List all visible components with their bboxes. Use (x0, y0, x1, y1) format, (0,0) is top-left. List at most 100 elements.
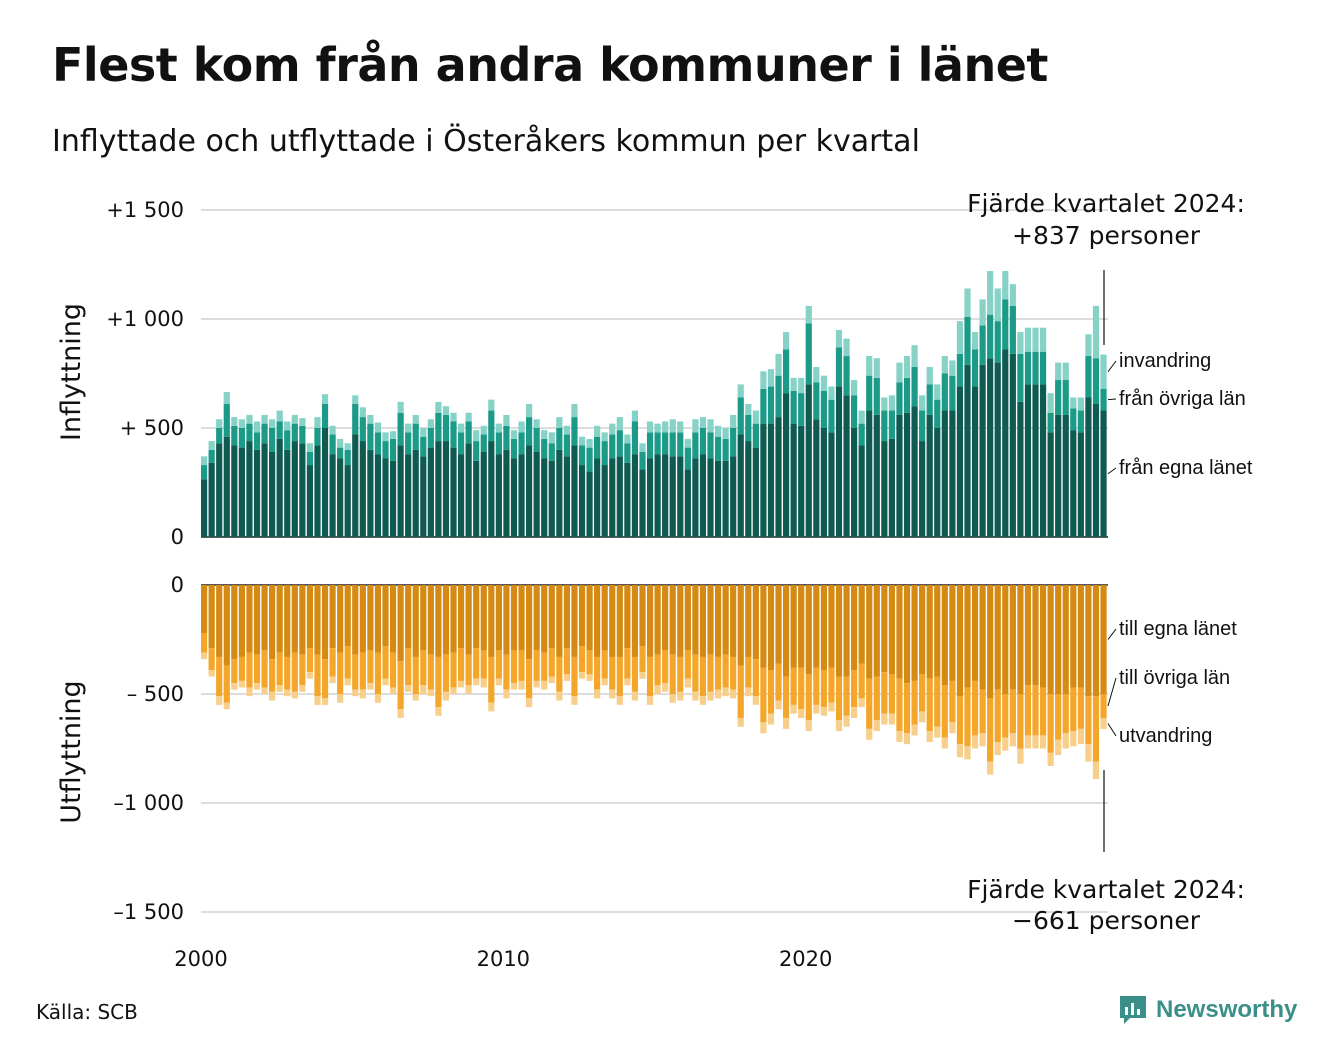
bar-out-own (442, 585, 450, 655)
bar-in-own (654, 454, 661, 537)
bar-out-emig (533, 680, 540, 688)
bar-out-other (782, 676, 790, 718)
bar-in-other (1017, 353, 1024, 402)
bar-out-own (1055, 585, 1062, 694)
bar-out-emig (911, 724, 918, 736)
bar-out-emig (299, 685, 306, 692)
bar-out-other (208, 648, 215, 671)
bar-out-other (495, 650, 502, 679)
bar-out-other (510, 650, 518, 684)
bar-in-own (873, 414, 880, 537)
bar-in-immig (775, 353, 782, 376)
bar-out-emig (344, 678, 351, 686)
bar-in-other (662, 432, 669, 455)
bar-out-own (979, 585, 986, 690)
bar-in-immig (669, 419, 676, 433)
bar-out-other (216, 656, 223, 697)
bar-in-other (843, 356, 850, 396)
bar-in-own (782, 393, 790, 537)
bar-in-own (903, 412, 911, 537)
bar-in-other (1047, 412, 1054, 433)
bar-in-other (246, 423, 253, 442)
bar-out-other (866, 678, 873, 729)
bar-out-emig (389, 687, 397, 694)
bar-in-own (1085, 397, 1092, 537)
bar-in-other (820, 390, 827, 428)
bar-in-own (586, 471, 593, 537)
bar-out-own (329, 585, 336, 649)
bar-in-other (601, 441, 608, 466)
bar-out-emig (556, 691, 563, 701)
bar-in-immig (896, 362, 903, 383)
y-tick-label: +1 000 (106, 307, 184, 331)
bar-in-other (405, 432, 412, 455)
bar-in-other (420, 436, 427, 457)
bar-out-emig (601, 678, 608, 686)
bar-out-emig (866, 728, 873, 740)
bar-in-immig (1055, 362, 1062, 381)
bar-in-immig (518, 421, 525, 433)
bar-in-other (321, 404, 329, 428)
bar-in-immig (321, 394, 329, 405)
bar-out-emig (1009, 733, 1016, 747)
bar-in-other (518, 432, 525, 455)
newsworthy-logo[interactable]: Newsworthy (1118, 994, 1297, 1026)
bar-in-other (352, 404, 359, 435)
bar-out-emig (359, 689, 366, 699)
bar-out-emig (843, 715, 850, 727)
bar-in-own (435, 441, 442, 537)
bar-out-other (699, 656, 707, 697)
bar-out-own (873, 585, 880, 677)
bar-out-own (374, 585, 382, 653)
bar-out-own (714, 585, 722, 657)
bar-out-emig (269, 691, 276, 701)
bar-in-own (767, 423, 775, 537)
bar-in-other (1055, 380, 1062, 415)
bar-in-other (344, 449, 351, 466)
bar-out-emig (956, 744, 964, 758)
bar-out-emig (767, 713, 775, 725)
bar-out-other (201, 632, 208, 653)
bar-out-emig (208, 670, 215, 677)
bar-in-own (442, 441, 450, 537)
bar-out-emig (624, 678, 631, 686)
bar-out-other (631, 656, 639, 692)
bar-out-emig (253, 683, 261, 690)
bar-out-other (677, 656, 684, 692)
bar-out-other (903, 683, 911, 734)
bar-out-own (782, 585, 790, 677)
bar-out-own (382, 585, 389, 647)
bar-out-other (1017, 694, 1024, 749)
annotation-bottom-line2: −661 personer (1012, 906, 1201, 935)
bar-in-other (216, 428, 223, 444)
bar-out-own (594, 585, 601, 657)
bar-in-other (480, 434, 487, 452)
bar-in-other (979, 325, 986, 365)
bar-out-own (465, 585, 472, 655)
bar-in-immig (813, 366, 820, 383)
bar-out-emig (873, 720, 880, 732)
bar-out-own (949, 585, 956, 681)
bar-in-immig (684, 438, 691, 448)
bar-in-immig (495, 423, 502, 433)
bar-in-immig (389, 431, 397, 439)
bar-out-own (722, 585, 729, 655)
bar-in-immig (261, 414, 268, 424)
bar-in-own (594, 458, 601, 537)
bar-in-immig (548, 432, 555, 444)
bar-out-emig (291, 691, 298, 699)
bar-out-own (495, 585, 502, 651)
bar-in-immig (752, 410, 759, 424)
bar-in-immig (692, 419, 699, 433)
y-axis-title-top: Inflyttning (56, 303, 87, 441)
bar-in-immig (790, 377, 797, 391)
bar-out-other (223, 665, 230, 703)
bar-in-own (261, 443, 268, 537)
bar-out-emig (563, 674, 570, 681)
bar-out-other (457, 648, 465, 681)
bar-in-own (1024, 384, 1032, 537)
x-tick-label: 2020 (779, 947, 832, 971)
bar-in-own (919, 441, 926, 537)
bar-in-own (714, 460, 722, 537)
bar-in-immig (276, 410, 283, 422)
